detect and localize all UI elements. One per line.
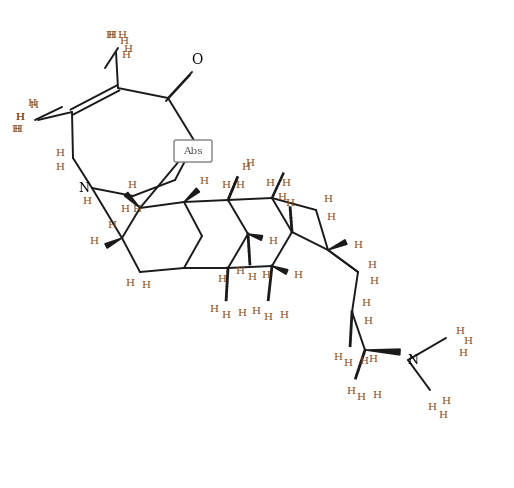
Text: H: H: [363, 318, 373, 326]
Text: H: H: [83, 198, 91, 206]
Text: N: N: [79, 182, 89, 195]
Text: H: H: [428, 404, 436, 412]
Text: H: H: [251, 307, 261, 317]
Text: H: H: [123, 45, 133, 55]
Polygon shape: [124, 192, 140, 208]
Text: H: H: [29, 102, 39, 110]
Text: H: H: [264, 313, 272, 323]
Text: H: H: [237, 309, 247, 319]
Text: H: H: [105, 32, 115, 41]
Text: H: H: [455, 327, 465, 337]
Text: H: H: [442, 398, 450, 407]
Text: H: H: [210, 305, 218, 314]
Polygon shape: [248, 234, 263, 241]
Text: H: H: [280, 311, 288, 321]
Text: H: H: [222, 182, 230, 190]
Text: Abs: Abs: [183, 146, 203, 156]
Text: H: H: [278, 192, 286, 202]
Text: H: H: [107, 32, 117, 41]
Polygon shape: [105, 238, 122, 248]
Text: H: H: [127, 182, 137, 190]
Text: H: H: [458, 349, 468, 359]
Text: H: H: [125, 280, 135, 288]
Text: H: H: [133, 204, 141, 214]
Text: H: H: [268, 238, 278, 246]
Text: H: H: [293, 271, 303, 281]
Text: H: H: [28, 100, 36, 108]
Text: H: H: [222, 311, 230, 321]
Text: N: N: [408, 353, 418, 366]
Text: H: H: [235, 267, 245, 277]
Text: H: H: [343, 360, 353, 368]
Text: H: H: [107, 222, 117, 230]
Text: H: H: [246, 160, 254, 168]
Polygon shape: [365, 349, 400, 355]
Text: H: H: [89, 238, 99, 246]
Text: H: H: [15, 114, 25, 122]
Text: H: H: [235, 182, 245, 190]
FancyBboxPatch shape: [174, 140, 212, 162]
Text: H: H: [334, 353, 342, 363]
Text: H: H: [248, 273, 256, 283]
Text: H: H: [120, 204, 130, 214]
Text: H: H: [370, 278, 378, 286]
Text: H: H: [118, 32, 126, 41]
Text: H: H: [141, 282, 151, 290]
Text: H: H: [262, 271, 270, 281]
Text: H: H: [346, 387, 356, 396]
Text: H: H: [464, 338, 472, 346]
Polygon shape: [272, 266, 288, 274]
Text: H: H: [354, 241, 362, 249]
Text: H: H: [323, 196, 333, 204]
Text: H: H: [438, 410, 448, 420]
Text: H: H: [282, 180, 290, 188]
Text: H: H: [361, 300, 371, 308]
Text: H: H: [242, 163, 250, 172]
Text: H: H: [373, 391, 381, 401]
Text: H: H: [13, 125, 23, 135]
Text: H: H: [119, 38, 128, 46]
Polygon shape: [184, 188, 199, 202]
Text: H: H: [285, 199, 295, 207]
Text: H: H: [56, 163, 64, 172]
Text: H: H: [121, 50, 131, 60]
Text: H: H: [11, 125, 21, 135]
Text: H: H: [266, 180, 274, 188]
Text: H: H: [15, 114, 25, 122]
Text: H: H: [369, 355, 377, 365]
Text: H: H: [357, 393, 365, 403]
Polygon shape: [328, 240, 347, 250]
Text: H: H: [326, 214, 336, 223]
Text: H: H: [56, 148, 64, 158]
Text: O: O: [191, 53, 203, 67]
Text: H: H: [368, 262, 376, 270]
Text: H: H: [217, 276, 227, 285]
Text: H: H: [359, 358, 369, 366]
Text: H: H: [199, 178, 209, 186]
